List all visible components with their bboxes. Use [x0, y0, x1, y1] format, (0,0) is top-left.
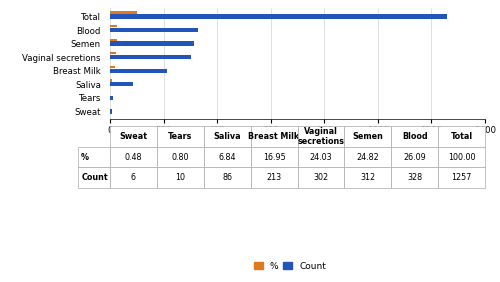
Bar: [110, 14, 446, 19]
Bar: [110, 69, 167, 73]
Legend: %, Count: %, Count: [250, 258, 330, 275]
Bar: [110, 82, 133, 87]
Bar: [110, 55, 191, 60]
Bar: [110, 52, 116, 54]
Bar: [110, 12, 137, 14]
Bar: [110, 41, 194, 46]
Bar: [110, 79, 112, 81]
Bar: [110, 28, 198, 32]
Bar: [110, 39, 116, 41]
Bar: [110, 25, 117, 27]
Bar: [110, 66, 114, 68]
Bar: [110, 96, 112, 100]
Bar: [110, 109, 112, 114]
